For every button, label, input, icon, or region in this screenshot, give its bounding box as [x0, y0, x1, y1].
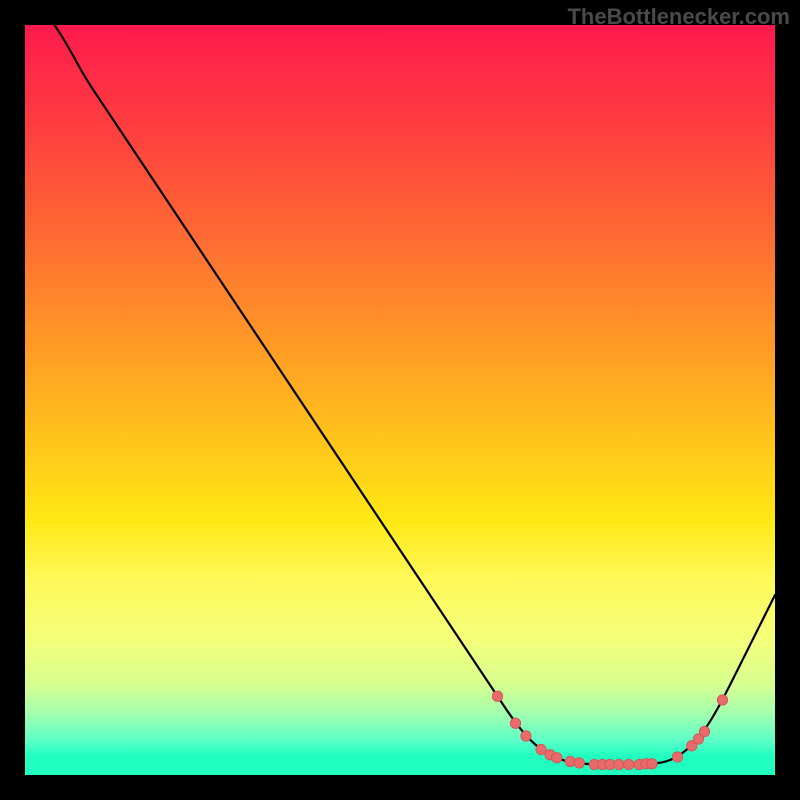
plot-background: [25, 25, 775, 775]
marker-dot: [624, 759, 634, 769]
marker-dot: [492, 691, 502, 701]
marker-dot: [552, 753, 562, 763]
marker-dot: [699, 726, 709, 736]
marker-dot: [647, 759, 657, 769]
marker-dot: [717, 695, 727, 705]
marker-dot: [521, 731, 531, 741]
marker-dot: [574, 758, 584, 768]
chart-frame: { "watermark": { "text": "TheBottlenecke…: [0, 0, 800, 800]
marker-dot: [672, 752, 682, 762]
chart-svg: [0, 0, 800, 800]
marker-dot: [614, 759, 624, 769]
marker-dot: [510, 718, 520, 728]
